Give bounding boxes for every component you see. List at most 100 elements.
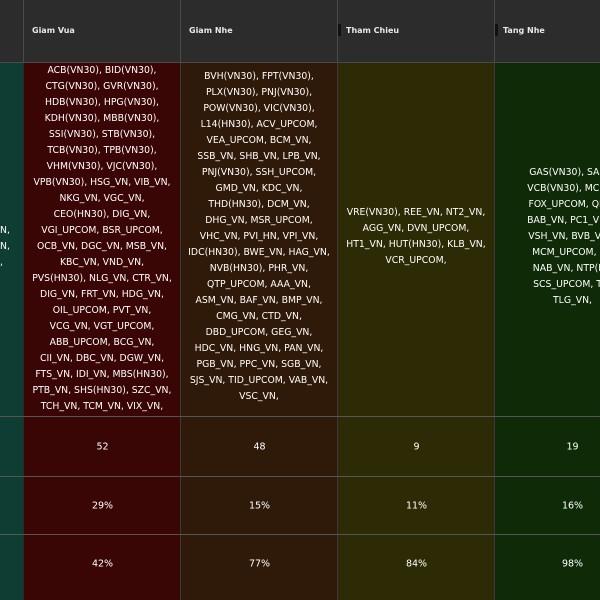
ticker-line: CEO(HN30), DIG_VN,	[53, 209, 151, 220]
percent-value: 15%	[248, 500, 271, 511]
ticker-line: SJS_VN, TID_UPCOM, VAB_VN,	[189, 375, 329, 386]
ticker-line: DBD_UPCOM, GEG_VN,	[205, 327, 313, 338]
count-value: 9	[413, 441, 420, 452]
left-partial-text: N, N, ,	[0, 223, 10, 271]
ticker-line: VGI_UPCOM, BSR_UPCOM,	[41, 225, 163, 236]
percent-cell: 84%	[338, 534, 495, 592]
header-tham-chieu[interactable]: Tham Chieu	[338, 0, 495, 63]
column-giam-vua: ACB(VN30), BID(VN30), CTG(VN30), GVR(VN30…	[24, 63, 181, 600]
ticker-line: AGG_VN, DVN_UPCOM,	[362, 223, 470, 234]
ticker-line: VCG_VN, VGT_UPCOM,	[49, 321, 155, 332]
count-cell: 48	[181, 416, 338, 476]
header-label: Tham Chieu	[346, 26, 400, 35]
ticker-line: VSC_VN,	[239, 391, 279, 402]
column-tham-chieu: VRE(VN30), REE_VN, NT2_VN, AGG_VN, DVN_UP…	[338, 63, 495, 600]
ticker-line: FOX_UPCOM, QNS_	[528, 199, 600, 210]
row-divider	[0, 416, 24, 417]
row-divider	[0, 534, 24, 535]
ticker-line: GAS(VN30), SAB(V	[529, 167, 600, 178]
ticker-line: NVB(HN30), PHR_VN,	[209, 263, 309, 274]
left-partial-column: N, N, ,	[0, 63, 24, 600]
ticker-line: HDB(VN30), HPG(VN30),	[45, 97, 159, 108]
ticker-list: VRE(VN30), REE_VN, NT2_VN, AGG_VN, DVN_UP…	[338, 205, 494, 269]
percent-cell: 42%	[24, 534, 181, 592]
ticker-line: OIL_UPCOM, PVT_VN,	[52, 305, 152, 316]
ticker-line: VHC_VN, PVI_HN, VPI_VN,	[199, 231, 319, 242]
ticker-line: GMD_VN, KDC_VN,	[215, 183, 303, 194]
ticker-line: SSB_VN, SHB_VN, LPB_VN,	[197, 151, 321, 162]
ticker-line: VRE(VN30), REE_VN, NT2_VN,	[346, 207, 486, 218]
column-resize-handle[interactable]	[495, 24, 498, 36]
left-partial-line: N,	[0, 241, 10, 252]
count-cell: 19	[495, 416, 600, 476]
ticker-line: IDC(HN30), BWE_VN, HAG_VN,	[188, 247, 330, 258]
ticker-line: PGB_VN, PPC_VN, SGB_VN,	[196, 359, 322, 370]
percent-cell: 29%	[24, 476, 181, 534]
ticker-line: VSH_VN, BVB_VN, I	[528, 231, 600, 242]
ticker-line: VPB(VN30), HSG_VN, VIB_VN,	[33, 177, 171, 188]
percent-value: 84%	[405, 558, 428, 569]
ticker-line: DHG_VN, MSR_UPCOM,	[205, 215, 313, 226]
ticker-line: PLX(VN30), PNJ(VN30),	[205, 87, 313, 98]
count-value: 52	[96, 441, 109, 452]
ticker-line: KBC_VN, VND_VN,	[59, 257, 145, 268]
header-label: Tang Nhe	[503, 26, 545, 35]
percent-value: 16%	[561, 500, 584, 511]
ticker-line: KDH(VN30), MBB(VN30),	[44, 113, 160, 124]
left-partial-line: N,	[0, 225, 10, 236]
percent-cell: 98%	[495, 534, 600, 592]
ticker-line: MCM_UPCOM, MF	[532, 247, 600, 258]
ticker-list: ACB(VN30), BID(VN30), CTG(VN30), GVR(VN30…	[24, 63, 180, 415]
ticker-line: BVH(VN30), FPT(VN30),	[204, 71, 314, 82]
ticker-line: HT1_VN, HUT(HN30), KLB_VN,	[346, 239, 486, 250]
ticker-line: OCB_VN, DGC_VN, MSB_VN,	[36, 241, 167, 252]
header-giam-nhe[interactable]: Giam Nhe	[181, 0, 338, 63]
count-cell: 9	[338, 416, 495, 476]
ticker-line: TCB(VN30), TPB(VN30),	[47, 145, 157, 156]
percent-value: 29%	[91, 500, 114, 511]
ticker-line: VCB(VN30), MCH_U	[527, 183, 600, 194]
ticker-line: ABB_UPCOM, BCG_VN,	[49, 337, 155, 348]
ticker-line: THD(HN30), DCM_VN,	[208, 199, 310, 210]
ticker-line: SSI(VN30), STB(VN30),	[48, 129, 156, 140]
percent-cell: 15%	[181, 476, 338, 534]
ticker-list: BVH(VN30), FPT(VN30), PLX(VN30), PNJ(VN30…	[181, 69, 337, 405]
ticker-line: CII_VN, DBC_VN, DGW_VN,	[39, 353, 165, 364]
ticker-line: PNJ(VN30), SSH_UPCOM,	[201, 167, 317, 178]
ticker-line: POW(VN30), VIC(VN30),	[203, 103, 315, 114]
ticker-line: TLG_VN,	[553, 295, 592, 306]
column-giam-nhe: BVH(VN30), FPT(VN30), PLX(VN30), PNJ(VN30…	[181, 63, 338, 600]
ticker-line: TCH_VN, TCM_VN, VIX_VN,	[40, 401, 164, 412]
count-value: 19	[566, 441, 579, 452]
percent-value: 11%	[405, 500, 428, 511]
percent-cell: 77%	[181, 534, 338, 592]
ticker-line: NKG_VN, VGC_VN,	[59, 193, 145, 204]
ticker-line: DIG_VN, FRT_VN, HDG_VN,	[40, 289, 164, 300]
ticker-line: VCR_UPCOM,	[385, 255, 447, 266]
count-value: 48	[253, 441, 266, 452]
percent-value: 98%	[561, 558, 584, 569]
ticker-line: ACB(VN30), BID(VN30),	[47, 65, 157, 76]
ticker-line: BAB_VN, PC1_VN, S	[527, 215, 600, 226]
ticker-line: VHM(VN30), VJC(VN30),	[46, 161, 158, 172]
ticker-line: HDC_VN, HNG_VN, PAN_VN,	[194, 343, 324, 354]
column-tang-nhe: GAS(VN30), SAB(V VCB(VN30), MCH_U FOX_UPCO…	[495, 63, 600, 600]
header-giam-vua[interactable]: Giam Vua	[24, 0, 181, 63]
count-cell: 52	[24, 416, 181, 476]
percent-cell: 16%	[495, 476, 600, 534]
ticker-line: NAB_VN, NTP(HN	[532, 263, 600, 274]
ticker-line: QTP_UPCOM, AAA_VN,	[207, 279, 311, 290]
column-resize-handle[interactable]	[338, 24, 341, 36]
header-tang-nhe[interactable]: Tang Nhe	[495, 0, 600, 63]
percent-value: 77%	[248, 558, 271, 569]
row-divider	[0, 476, 24, 477]
ticker-line: PTB_VN, SHS(HN30), SZC_VN,	[32, 385, 172, 396]
ticker-line: SCS_UPCOM, TDI	[533, 279, 600, 290]
ticker-list: GAS(VN30), SAB(V VCB(VN30), MCH_U FOX_UPCO…	[495, 165, 600, 309]
ticker-line: CTG(VN30), GVR(VN30),	[45, 81, 159, 92]
ticker-line: CMG_VN, CTD_VN,	[216, 311, 302, 322]
left-partial-line: ,	[0, 257, 3, 268]
header-label: Giam Nhe	[189, 26, 233, 35]
ticker-line: PVS(HN30), NLG_VN, CTR_VN,	[32, 273, 172, 284]
percent-value: 42%	[91, 558, 114, 569]
